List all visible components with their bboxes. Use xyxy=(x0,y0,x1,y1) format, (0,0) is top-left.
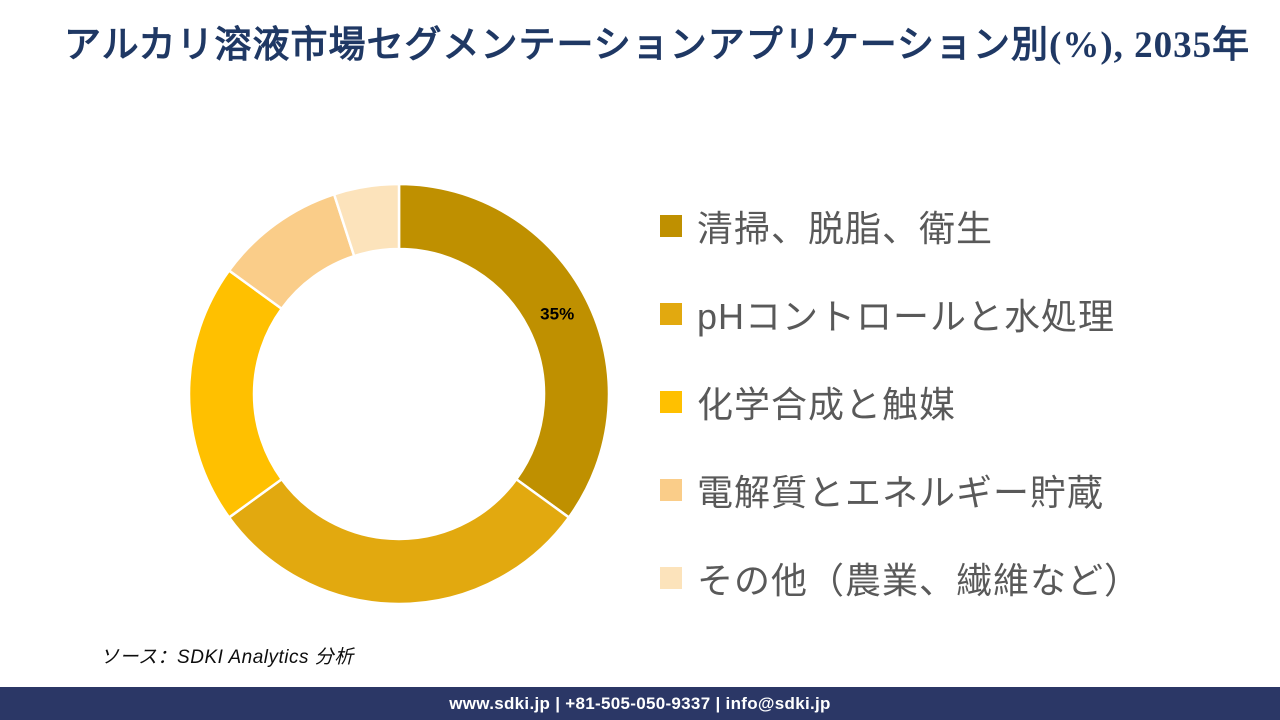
legend-item-ph-control-water-treatment: pHコントロールと水処理 xyxy=(660,292,1115,337)
legend-swatch-icon xyxy=(660,215,682,237)
legend-swatch-icon xyxy=(660,391,682,413)
legend-label: その他（農業、繊維など） xyxy=(697,560,1142,601)
legend-swatch-icon xyxy=(660,303,682,325)
legend-label: 電解質とエネルギー貯蔵 xyxy=(697,472,1105,513)
legend-item-others-agriculture-textiles: その他（農業、繊維など） xyxy=(660,556,1141,601)
chart-title: アルカリ溶液市場セグメンテーションアプリケーション別(%), 2035年 xyxy=(64,25,1251,66)
legend-item-chemical-synthesis-catalyst: 化学合成と触媒 xyxy=(660,380,956,425)
donut-segment-4 xyxy=(332,182,401,258)
donut-chart: 35% xyxy=(179,174,619,614)
legend-swatch-icon xyxy=(660,479,682,501)
legend-label: pHコントロールと水処理 xyxy=(697,296,1116,337)
legend-item-cleaning-degreasing-sanitation: 清掃、脱脂、衛生 xyxy=(660,204,993,249)
donut-segment-0 xyxy=(397,182,611,519)
donut-segment-1 xyxy=(227,477,571,606)
segment-data-label: 35% xyxy=(540,304,574,323)
legend-item-electrolyte-energy-storage: 電解質とエネルギー貯蔵 xyxy=(660,468,1104,513)
footer-bar: www.sdki.jp | +81-505-050-9337 | info@sd… xyxy=(0,687,1280,720)
source-note: ソース：SDKI Analytics 分析 xyxy=(100,647,354,668)
donut-segment-2 xyxy=(187,269,283,519)
footer-contact-text: www.sdki.jp | +81-505-050-9337 | info@sd… xyxy=(449,693,831,713)
donut-svg: 35% xyxy=(187,182,611,606)
legend-swatch-icon xyxy=(660,567,682,589)
legend-label: 清掃、脱脂、衛生 xyxy=(697,208,994,249)
legend-label: 化学合成と触媒 xyxy=(697,384,957,425)
